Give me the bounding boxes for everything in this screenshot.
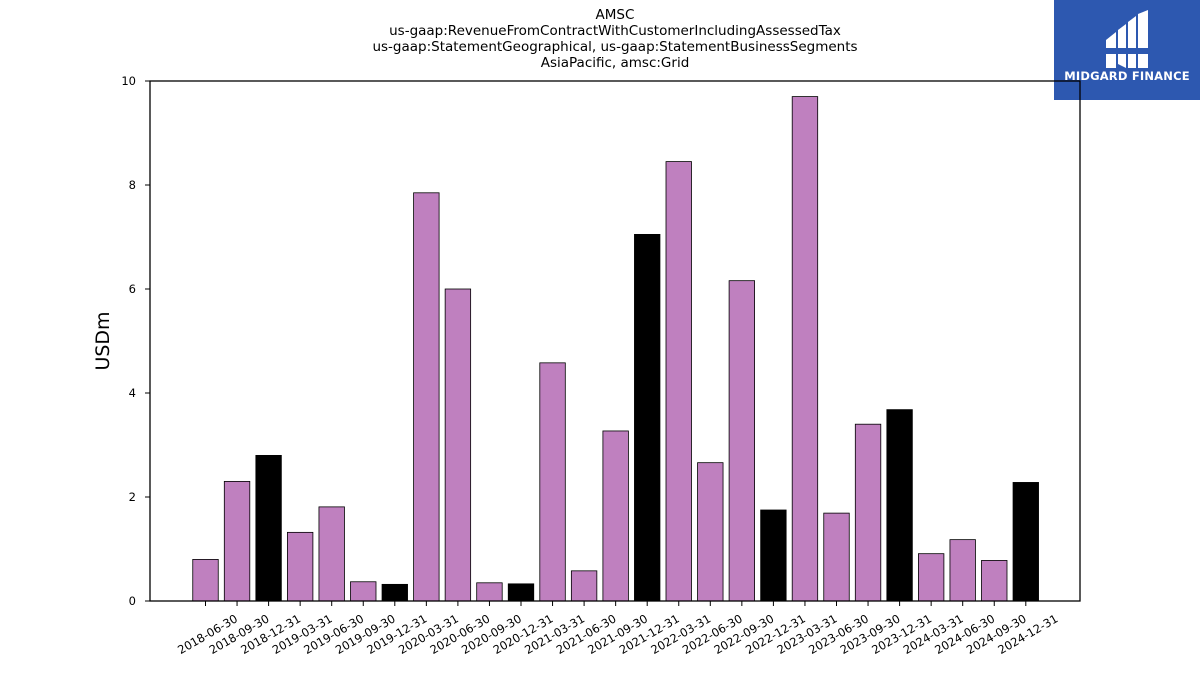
y-tick-label: 6 bbox=[129, 282, 136, 296]
bar-2022-12-31 bbox=[760, 509, 787, 602]
y-tick-label: 4 bbox=[129, 386, 136, 400]
bar-2019-09-30 bbox=[350, 581, 377, 602]
bar-2022-09-30 bbox=[728, 280, 755, 602]
bar-2021-03-31 bbox=[539, 362, 566, 602]
title-line-ticker: AMSC bbox=[595, 7, 635, 23]
chart-title: AMSC us-gaap:RevenueFromContractWithCust… bbox=[150, 7, 1080, 71]
y-axis: 0 2 4 6 8 10 bbox=[121, 74, 150, 608]
midgard-logo-icon bbox=[1104, 10, 1150, 68]
y-axis-label: USDm bbox=[92, 311, 114, 370]
title-line-axes: us-gaap:StatementGeographical, us-gaap:S… bbox=[372, 39, 858, 55]
brand-logo: MIDGARD FINANCE bbox=[1054, 0, 1200, 100]
bar-2018-06-30 bbox=[192, 559, 219, 602]
bar-2018-09-30 bbox=[223, 480, 251, 602]
y-tick-label: 10 bbox=[121, 74, 136, 88]
logo-text: MIDGARD FINANCE bbox=[1064, 69, 1190, 83]
y-tick-label: 2 bbox=[129, 490, 136, 504]
bar-2019-06-30 bbox=[318, 506, 345, 602]
bar-2024-03-31 bbox=[918, 553, 945, 602]
bar-2021-09-30 bbox=[602, 430, 629, 602]
bar-2020-09-30 bbox=[476, 582, 503, 602]
bar-2023-09-30 bbox=[854, 423, 882, 602]
bar-2019-12-31 bbox=[381, 583, 408, 602]
y-tick-label: 0 bbox=[129, 594, 136, 608]
bar-2019-03-31 bbox=[286, 531, 314, 602]
bars-group bbox=[192, 96, 1039, 602]
bar-2023-03-31 bbox=[791, 96, 819, 602]
bar-2024-12-31 bbox=[1012, 482, 1039, 602]
plot-frame bbox=[149, 80, 1081, 602]
bar-2023-06-30 bbox=[823, 512, 850, 602]
bar-2020-12-31 bbox=[507, 583, 535, 602]
x-axis: 2018-06-302018-09-302018-12-312019-03-31… bbox=[175, 601, 1060, 657]
title-line-members: AsiaPacific, amsc:Grid bbox=[540, 55, 690, 71]
bar-2022-06-30 bbox=[697, 462, 724, 602]
bar-2022-03-31 bbox=[665, 161, 692, 602]
y-tick-label: 8 bbox=[129, 178, 136, 192]
bar-2024-09-30 bbox=[981, 560, 1008, 602]
bar-2021-12-31 bbox=[634, 233, 661, 602]
bar-2020-06-30 bbox=[444, 288, 472, 602]
bar-2023-12-31 bbox=[886, 409, 913, 602]
bar-2021-06-30 bbox=[570, 570, 598, 602]
bar-2020-03-31 bbox=[413, 192, 440, 602]
bar-2018-12-31 bbox=[255, 454, 282, 602]
bar-2024-06-30 bbox=[949, 539, 976, 602]
title-line-concept: us-gaap:RevenueFromContractWithCustomerI… bbox=[389, 23, 841, 39]
